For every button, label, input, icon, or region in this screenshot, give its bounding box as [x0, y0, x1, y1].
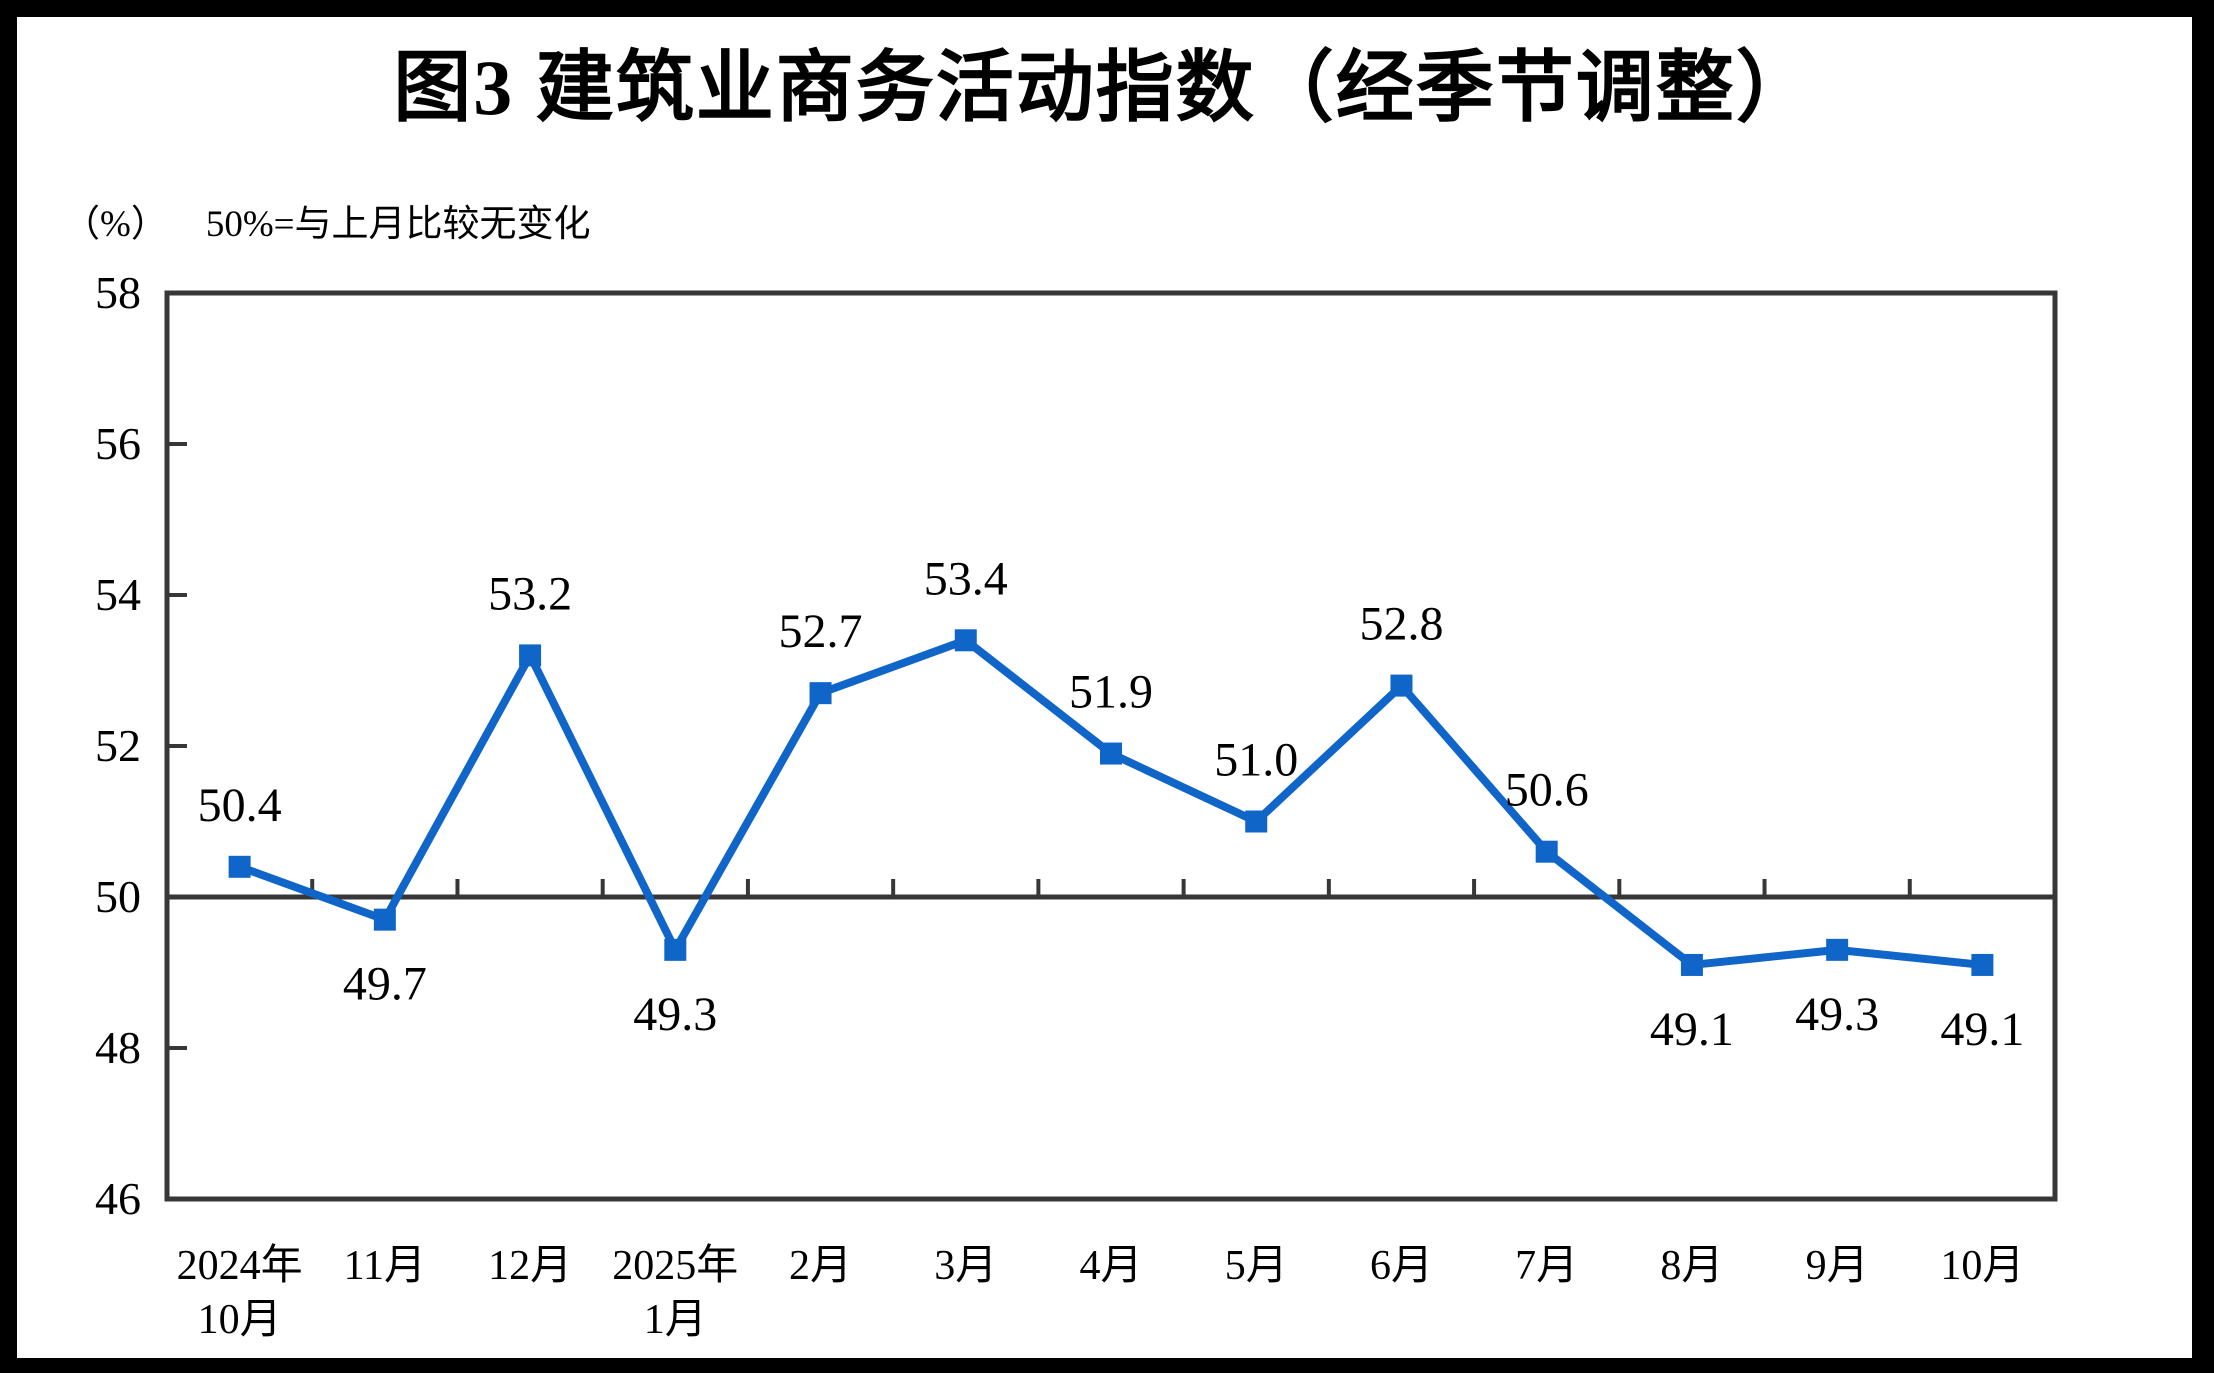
x-axis-label: 10月 — [198, 1297, 282, 1343]
y-axis-tick-label: 56 — [95, 418, 141, 469]
data-point-marker — [809, 682, 832, 705]
data-point-marker — [373, 908, 396, 931]
data-point-marker — [1245, 810, 1268, 833]
data-point-label: 50.4 — [198, 779, 282, 832]
data-point-label: 51.9 — [1069, 666, 1153, 719]
data-point-label: 49.1 — [1650, 1003, 1734, 1056]
data-point-marker — [519, 644, 542, 667]
plot-frame — [164, 290, 2058, 1202]
data-point-marker — [1826, 938, 1849, 961]
data-point-label: 53.2 — [488, 567, 572, 620]
data-point-marker — [664, 938, 687, 961]
data-point-marker — [228, 855, 251, 878]
chart-subtitle: （%） 50%=与上月比较无变化 — [63, 193, 591, 247]
data-point-label: 49.1 — [1940, 1003, 2024, 1056]
data-point-label: 49.3 — [633, 988, 717, 1041]
data-point-label: 52.7 — [779, 605, 863, 658]
x-axis-label: 11月 — [344, 1243, 426, 1289]
data-point-label: 51.0 — [1214, 734, 1298, 787]
x-axis-label: 10月 — [1940, 1243, 2024, 1289]
data-point-label: 53.4 — [924, 552, 1008, 605]
data-point-label: 52.8 — [1359, 598, 1443, 651]
y-axis-tick-label: 58 — [95, 267, 141, 318]
x-axis-label: 7月 — [1515, 1243, 1578, 1289]
y-axis-tick-label: 52 — [95, 720, 141, 771]
data-point-marker — [954, 629, 977, 652]
y-axis-unit-label: （%） — [63, 204, 168, 245]
x-axis-label: 3月 — [934, 1243, 997, 1289]
chart-title: 图3 建筑业商务活动指数（经季节调整） — [393, 44, 1816, 131]
x-axis-label: 1月 — [644, 1297, 707, 1343]
data-point-label: 49.3 — [1795, 988, 1879, 1041]
data-point-marker — [1680, 953, 1703, 976]
y-axis-tick-label: 46 — [95, 1173, 141, 1224]
chart-svg: 46 48 50 52 54 56 58 50.4 49.7 53.2 49.3 52.7 53.4 51… — [95, 267, 2058, 1343]
data-point-marker — [1390, 674, 1413, 697]
data-point-marker — [1100, 742, 1122, 765]
x-axis-label: 12月 — [488, 1243, 572, 1289]
y-axis-tick-label: 54 — [95, 569, 141, 620]
data-point-label: 49.7 — [343, 958, 427, 1011]
y-axis-tick-label: 48 — [95, 1022, 141, 1073]
y-axis-tick-label: 50 — [95, 871, 141, 922]
x-axis-label: 8月 — [1660, 1243, 1723, 1289]
x-axis-label: 9月 — [1806, 1243, 1869, 1289]
x-axis-label: 2024年 — [177, 1242, 303, 1289]
x-axis-label: 4月 — [1079, 1243, 1142, 1289]
x-axis-label: 2025年 — [612, 1242, 738, 1289]
reference-note: 50%=与上月比较无变化 — [205, 204, 591, 245]
data-point-marker — [1971, 953, 1994, 976]
x-axis-label: 5月 — [1225, 1243, 1288, 1289]
data-point-marker — [1535, 840, 1558, 863]
data-point-label: 50.6 — [1505, 764, 1589, 817]
x-axis-label: 2月 — [789, 1243, 852, 1289]
x-axis-label: 6月 — [1370, 1243, 1433, 1289]
